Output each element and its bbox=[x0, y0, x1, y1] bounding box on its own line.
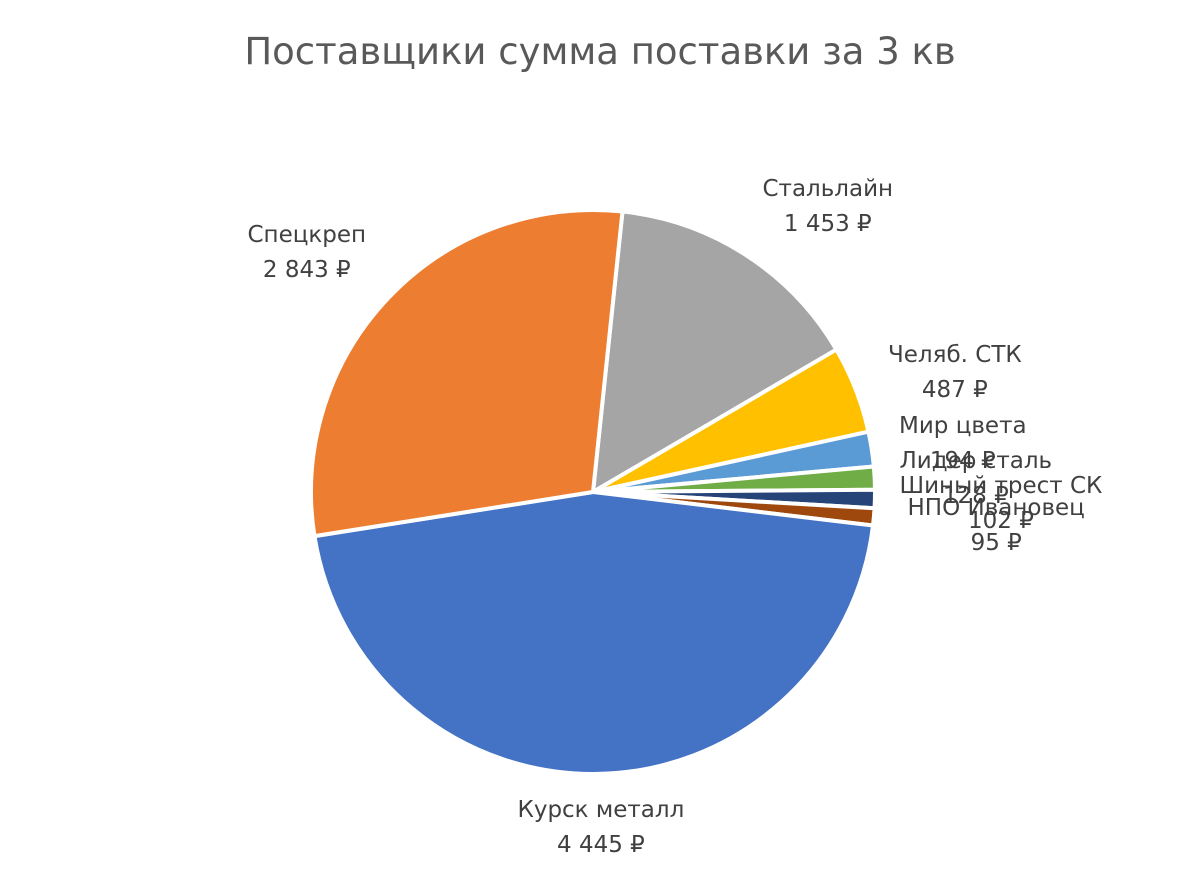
data-label-category: Мир цвета bbox=[899, 413, 1027, 439]
data-label-value: 2 843 ₽ bbox=[262, 257, 351, 283]
data-label: Стальлайн 1 453 ₽ bbox=[763, 172, 894, 242]
data-label-category: Челяб. СТК bbox=[888, 342, 1022, 368]
data-label: Лидер сталь 128 ₽ bbox=[900, 444, 1053, 514]
data-label: Спецкреп 2 843 ₽ bbox=[248, 218, 367, 288]
chart-title: Поставщики сумма поставки за 3 кв bbox=[244, 30, 956, 73]
data-label-category: Лидер сталь bbox=[899, 448, 1053, 474]
pie-slice-7 bbox=[312, 490, 875, 776]
pie-slice-1 bbox=[591, 209, 839, 494]
data-label: НПО Ивановец 95 ₽ bbox=[908, 491, 1085, 561]
data-label-category: Спецкреп bbox=[247, 222, 367, 248]
data-label-value: 95 ₽ bbox=[970, 530, 1022, 556]
data-label-value: 1 453 ₽ bbox=[783, 211, 872, 237]
data-label-category: Стальлайн bbox=[762, 176, 894, 202]
data-label-category: Курск металл bbox=[517, 797, 685, 823]
data-label-category: НПО Ивановец bbox=[907, 495, 1085, 521]
data-label: Шиный трест СК 102 ₽ bbox=[900, 469, 1103, 539]
data-label: Курск металл 4 445 ₽ bbox=[518, 793, 685, 863]
data-label-value: 4 445 ₽ bbox=[557, 832, 645, 858]
data-label-value: 487 ₽ bbox=[921, 377, 988, 403]
data-label: Челяб. СТК 487 ₽ bbox=[888, 338, 1022, 408]
data-label-value: 194 ₽ bbox=[929, 448, 996, 474]
data-label: Мир цвета 194 ₽ bbox=[899, 409, 1027, 479]
data-label-category: Шиный трест СК bbox=[899, 473, 1103, 499]
data-label-value: 102 ₽ bbox=[968, 508, 1034, 534]
data-label-value: 128 ₽ bbox=[942, 483, 1009, 509]
pie-slice-8 bbox=[309, 208, 625, 539]
